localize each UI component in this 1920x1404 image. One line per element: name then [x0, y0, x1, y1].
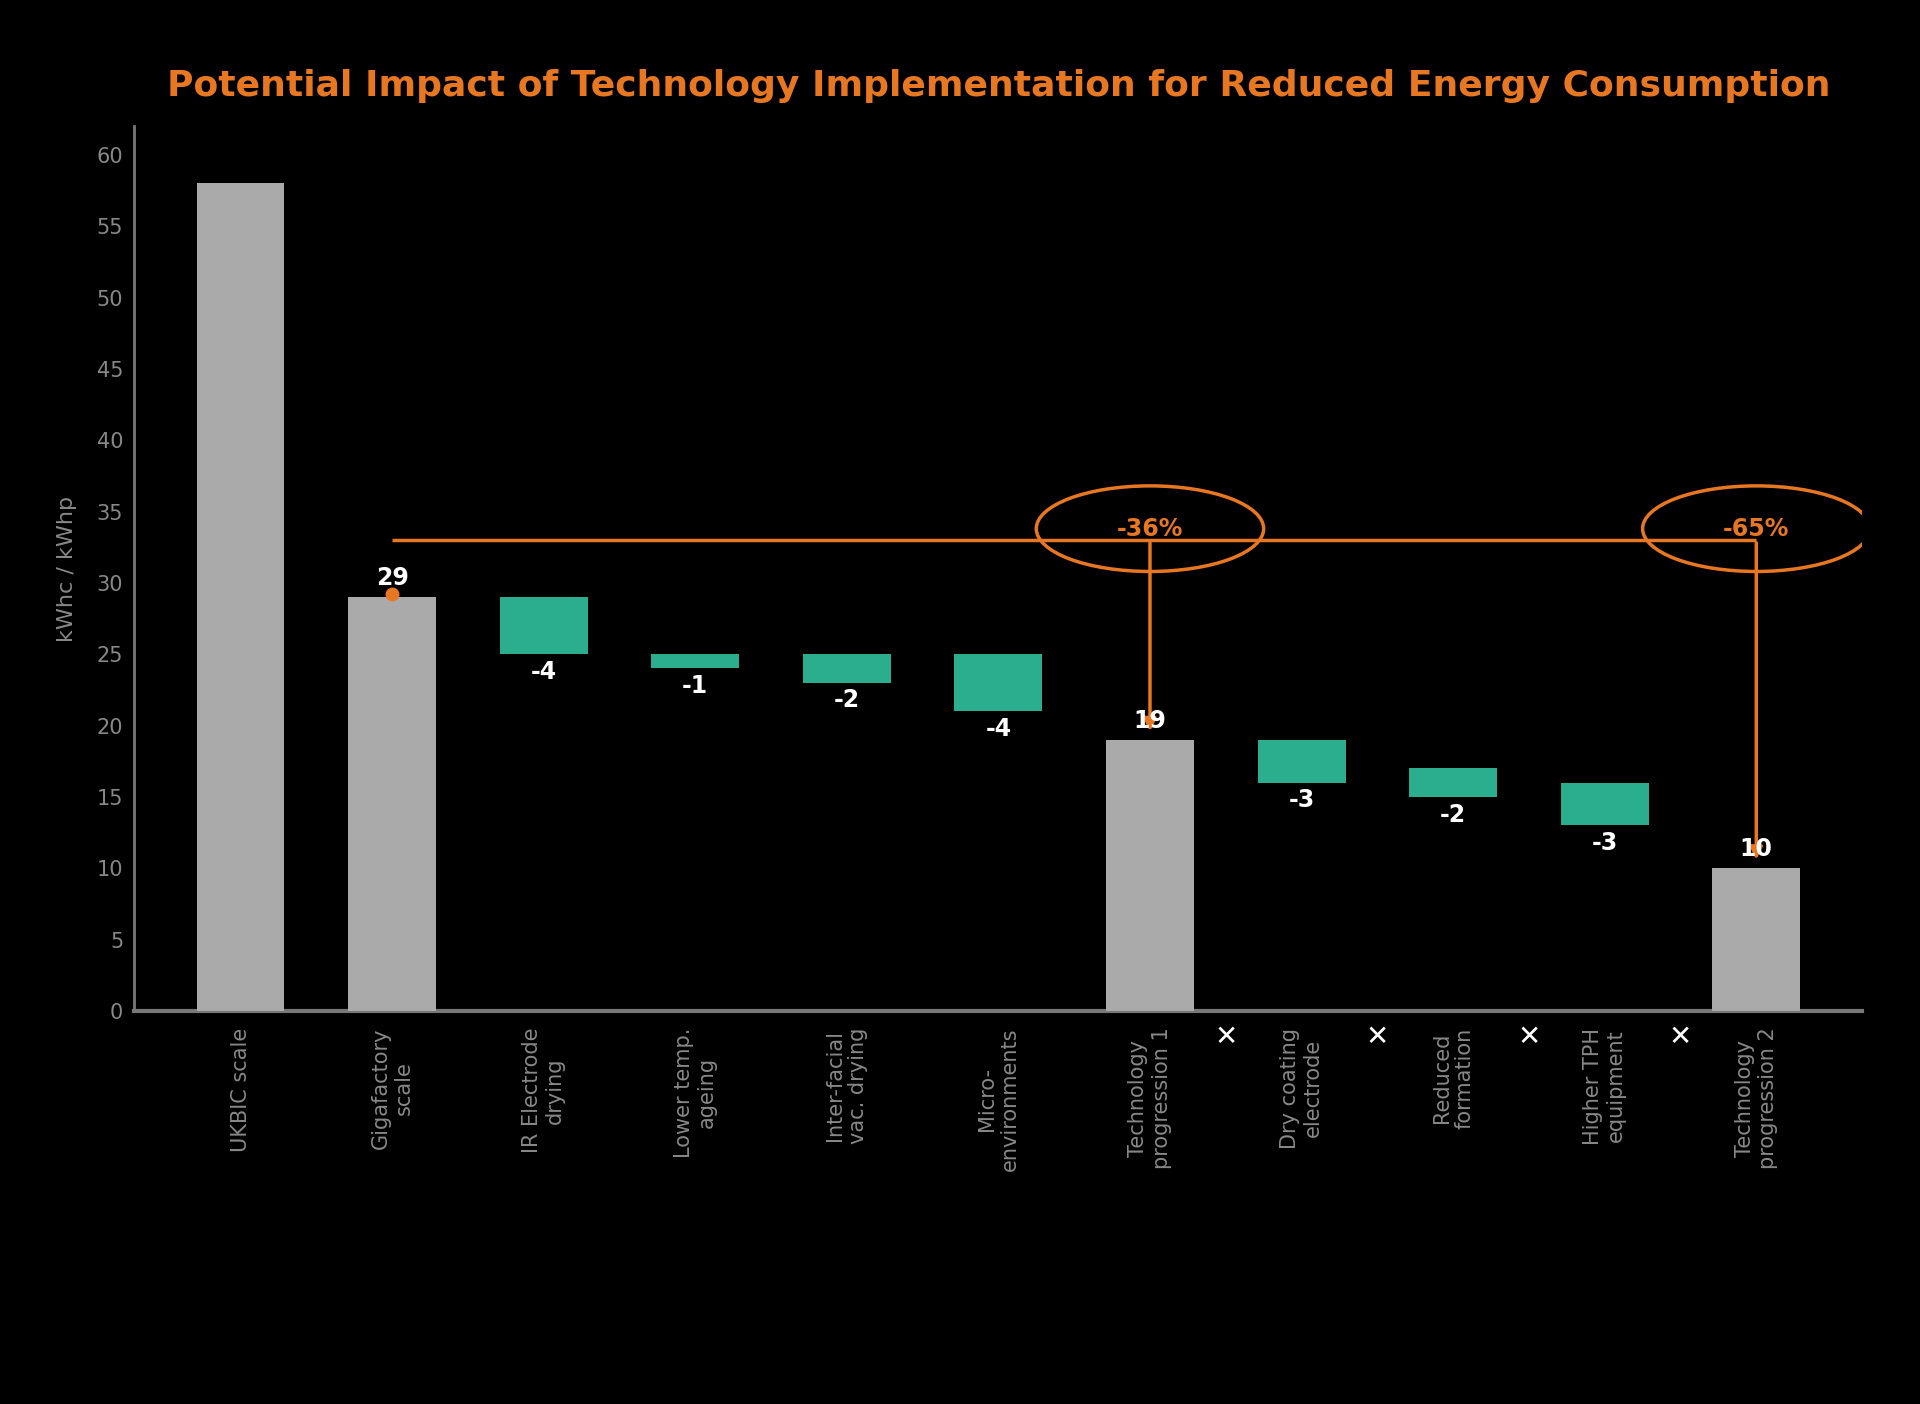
Text: -3: -3 — [1288, 788, 1315, 813]
Text: -1: -1 — [682, 674, 708, 698]
Text: 10: 10 — [1740, 837, 1772, 861]
Bar — [1713, 868, 1801, 1011]
Text: 29: 29 — [376, 566, 409, 590]
Text: -2: -2 — [833, 688, 860, 712]
Text: -36%: -36% — [1117, 517, 1183, 541]
Text: ✕: ✕ — [1517, 1022, 1540, 1050]
Bar — [954, 654, 1043, 712]
Text: -3: -3 — [1592, 831, 1619, 855]
Text: 19: 19 — [1133, 709, 1167, 733]
Bar — [499, 597, 588, 654]
Bar — [196, 184, 284, 1011]
Text: -2: -2 — [1440, 803, 1467, 827]
Text: -4: -4 — [985, 717, 1012, 741]
Text: -65%: -65% — [1722, 517, 1789, 541]
Bar — [651, 654, 739, 668]
Bar — [348, 597, 436, 1011]
Text: -4: -4 — [530, 660, 557, 684]
Y-axis label: kWhc / kWhp: kWhc / kWhp — [58, 496, 77, 642]
Text: ✕: ✕ — [1213, 1022, 1236, 1050]
Bar — [1409, 768, 1498, 797]
Text: ✕: ✕ — [1668, 1022, 1692, 1050]
Text: ✕: ✕ — [1365, 1022, 1388, 1050]
Bar — [1561, 782, 1649, 826]
Title: Potential Impact of Technology Implementation for Reduced Energy Consumption: Potential Impact of Technology Implement… — [167, 69, 1830, 102]
Bar — [1258, 740, 1346, 782]
Bar — [1106, 740, 1194, 1011]
Bar — [803, 654, 891, 682]
